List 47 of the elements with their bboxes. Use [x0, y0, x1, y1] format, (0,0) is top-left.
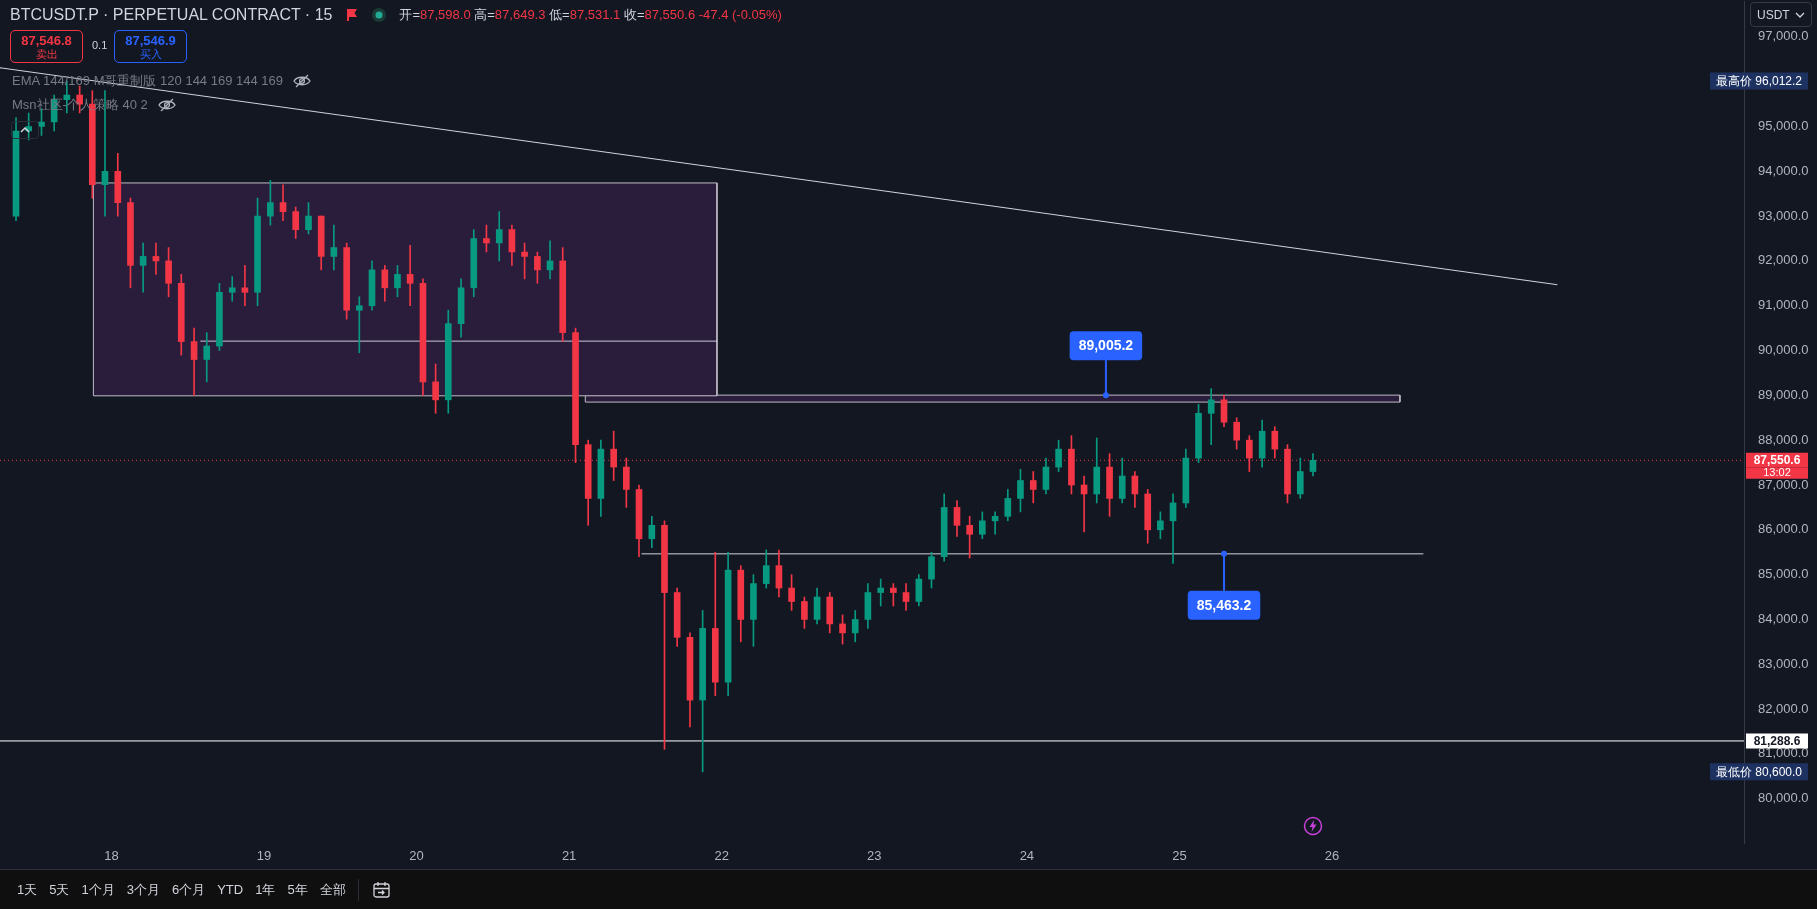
annotation: 87,546.8 卖出 [21, 32, 72, 61]
x-tick-label: 25 [1172, 847, 1187, 863]
y-tick-label: 82,000.0 [1758, 700, 1809, 716]
candlestick [1207, 388, 1215, 445]
y-tick-label: 95,000.0 [1758, 118, 1809, 134]
y-tick-label: 93,000.0 [1758, 207, 1809, 223]
y-tick-label: 84,000.0 [1758, 611, 1809, 627]
annotation: 89,005.2 [1078, 336, 1134, 353]
candlestick [877, 578, 885, 607]
y-tick-label: 94,000.0 [1758, 162, 1809, 178]
y-tick-label: 92,000.0 [1758, 252, 1809, 268]
y-tick-label: 86,000.0 [1758, 521, 1809, 537]
candlestick [356, 296, 363, 354]
chart-title: BTCUSDT.P · PERPETUAL CONTRACT · 15 [10, 6, 333, 24]
ref-line-label: 81,288.6 [1753, 733, 1801, 748]
text: 13:02 [1763, 466, 1791, 479]
y-tick-label: 89,000.0 [1758, 386, 1809, 402]
candlestick [330, 224, 338, 271]
candlestick [228, 276, 236, 302]
y-tick-label: 85,000.0 [1758, 566, 1809, 582]
candlestick [406, 244, 414, 307]
candlestick [139, 242, 147, 293]
x-tick-label: 23 [867, 847, 882, 863]
y-tick-label: 88,000.0 [1758, 431, 1809, 447]
candlestick [241, 265, 249, 307]
y-tick-label: 80,000.0 [1758, 790, 1809, 806]
x-tick-label: 22 [714, 847, 729, 863]
y-tick-label: 91,000.0 [1758, 297, 1809, 313]
text: 开=87,598.0 高=87,649.3 低=87,531.1 收=87,550.6 -47.4 (-0.05%) [399, 7, 782, 22]
x-tick-label: 18 [104, 847, 119, 863]
ref-line-label: 87,550.6 [1753, 453, 1801, 468]
y-tick-label: 97,000.0 [1758, 28, 1809, 44]
y-tick-label: 83,000.0 [1758, 655, 1809, 671]
annotation: 最高价 96,012.2 [1715, 73, 1803, 88]
annotation: 87,546.9 买入 [125, 32, 176, 61]
x-tick-label: 24 [1019, 847, 1035, 863]
annotation: 85,463.2 [1196, 596, 1252, 613]
x-tick-label: 19 [256, 847, 272, 863]
x-tick-label: 21 [561, 847, 577, 863]
x-tick-label: 26 [1324, 847, 1340, 863]
y-tick-label: 90,000.0 [1758, 342, 1809, 358]
annotation: 0.1 [92, 39, 108, 51]
y-tick-label: 87,000.0 [1758, 476, 1809, 492]
x-tick-label: 20 [409, 847, 424, 863]
text: 1天 5天 1个月 3个月 6个月 YTD 1年 5年 全部 [17, 881, 346, 897]
y-axis-title: USDT [1757, 7, 1790, 22]
annotation: 最低价 80,600.0 [1715, 764, 1803, 779]
